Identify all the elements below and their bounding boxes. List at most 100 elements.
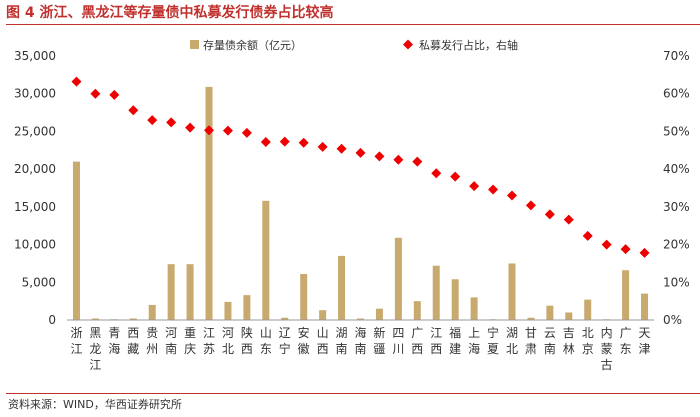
category-label-char: 蒙 <box>601 342 613 356</box>
category-label: 内蒙古 <box>601 326 613 372</box>
bar <box>243 295 251 320</box>
category-label-char: 山 <box>260 326 272 340</box>
category-label-char: 吉 <box>563 326 575 340</box>
category-label: 海南 <box>354 325 366 356</box>
bar <box>565 312 573 320</box>
bar <box>546 305 554 320</box>
title-rule <box>6 24 700 25</box>
right-axis-tick-label: 0% <box>663 313 682 327</box>
category-label: 天津 <box>639 326 651 356</box>
category-label-char: 广 <box>411 326 423 340</box>
category-label: 陕西 <box>241 325 253 356</box>
category-label-char: 湖 <box>506 325 518 340</box>
category-label-char: 贵 <box>146 326 158 340</box>
category-label-char: 西 <box>127 326 139 340</box>
share-marker <box>298 137 309 148</box>
category-label: 河南 <box>165 326 177 356</box>
category-label: 浙江 <box>70 326 82 356</box>
category-label-char: 江 <box>70 342 82 356</box>
bar <box>527 317 535 320</box>
category-label-char: 疆 <box>373 342 385 356</box>
category-label-char: 南 <box>354 341 366 356</box>
left-axis-tick-label: 15,000 <box>14 200 56 214</box>
bar <box>167 264 175 320</box>
bar <box>224 301 232 320</box>
category-label: 山东 <box>260 326 272 356</box>
share-marker <box>488 184 499 195</box>
category-label-char: 江 <box>89 358 101 372</box>
category-label-char: 古 <box>601 357 613 372</box>
share-marker <box>563 214 574 225</box>
category-label: 福建 <box>449 325 461 356</box>
category-label-char: 藏 <box>127 342 139 356</box>
category-label-char: 州 <box>146 342 158 356</box>
category-label-char: 辽 <box>279 326 291 340</box>
category-label-char: 青 <box>108 326 120 340</box>
category-label-char: 西 <box>317 342 329 356</box>
share-marker <box>128 105 139 116</box>
category-label: 贵州 <box>146 326 158 356</box>
share-marker <box>431 168 442 179</box>
share-marker <box>582 230 593 241</box>
bar <box>72 161 80 320</box>
bar <box>432 265 440 320</box>
right-axis-tick-label: 60% <box>663 87 690 101</box>
share-marker <box>525 200 536 211</box>
share-marker <box>355 147 366 158</box>
bar <box>470 297 478 320</box>
bar <box>186 264 194 320</box>
category-label-char: 南 <box>336 341 348 356</box>
bar <box>91 318 99 320</box>
category-label: 湖北 <box>506 325 518 356</box>
share-marker <box>620 244 631 255</box>
category-label-char: 南 <box>544 341 556 356</box>
bar <box>375 308 383 320</box>
category-label: 重庆 <box>184 326 196 356</box>
category-label: 青海 <box>108 326 120 356</box>
category-label-char: 海 <box>468 341 480 356</box>
left-axis-tick-label: 25,000 <box>14 124 56 138</box>
category-label-char: 河 <box>222 326 234 340</box>
left-axis-tick-label: 10,000 <box>14 238 56 252</box>
share-marker <box>336 143 347 154</box>
bar <box>641 293 649 320</box>
share-marker <box>185 122 196 133</box>
right-axis-tick-label: 10% <box>663 275 690 289</box>
figure-title: 图 4 浙江、黑龙江等存量债中私募发行债券占比较高 <box>6 5 334 21</box>
source-note: 资料来源：WIND，华西证券研究所 <box>8 398 182 411</box>
category-label-char: 宁 <box>487 325 499 340</box>
share-marker <box>204 125 215 136</box>
share-marker <box>374 151 385 162</box>
category-label: 吉林 <box>563 326 575 356</box>
share-marker <box>147 115 158 126</box>
share-marker <box>393 154 404 165</box>
category-label-char: 肃 <box>525 342 537 356</box>
share-marker <box>71 76 82 87</box>
share-marker <box>241 127 252 138</box>
category-label-char: 海 <box>108 341 120 356</box>
category-label: 北京 <box>582 326 594 356</box>
category-label: 四川 <box>392 326 404 356</box>
category-label: 西藏 <box>127 326 139 356</box>
bar <box>338 255 346 320</box>
category-label: 河北 <box>222 326 234 356</box>
category-label-char: 苏 <box>203 342 215 356</box>
category-label-char: 陕 <box>241 325 253 340</box>
share-marker <box>601 239 612 250</box>
category-label-char: 云 <box>544 326 556 340</box>
share-marker <box>506 190 517 201</box>
category-label-char: 东 <box>620 342 632 356</box>
right-axis-tick-label: 20% <box>663 238 690 252</box>
bar <box>129 318 137 320</box>
category-label-char: 海 <box>354 325 366 340</box>
category-label-char: 北 <box>582 326 594 340</box>
right-axis-tick-label: 50% <box>663 124 690 138</box>
category-label-char: 宁 <box>279 341 291 356</box>
right-axis-tick-label: 40% <box>663 162 690 176</box>
category-label-char: 津 <box>639 342 651 356</box>
bar <box>584 299 592 320</box>
category-label: 上海 <box>468 326 480 356</box>
right-axis-tick-label: 30% <box>663 200 690 214</box>
bar <box>319 310 327 320</box>
